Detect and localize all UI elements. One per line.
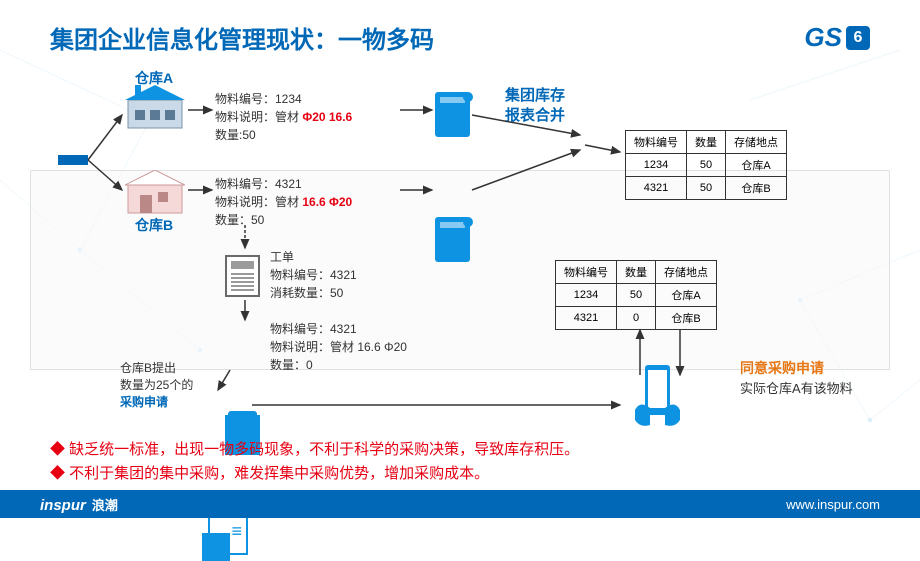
summary-bullets: 缺乏统一标准，出现一物多码现象，不利于科学的采购决策，导致库存积压。 不利于集团…: [50, 438, 579, 486]
footer-bar: inspur浪潮 www.inspur.com: [0, 490, 920, 518]
flow-arrows: [0, 60, 920, 460]
purchase-request-icon: [208, 515, 248, 555]
footer-url: www.inspur.com: [786, 497, 880, 512]
slide-title: 集团企业信息化管理现状：一物多码: [50, 20, 434, 55]
gs6-logo: GS 6: [804, 22, 870, 53]
footer-logo: inspur浪潮: [40, 495, 118, 514]
